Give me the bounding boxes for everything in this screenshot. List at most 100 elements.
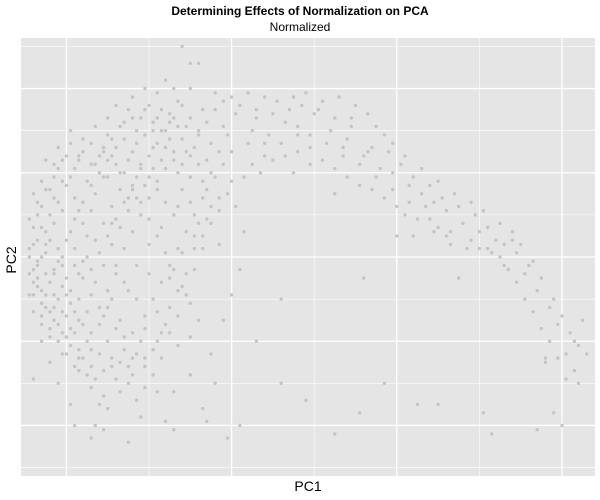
scatter-point: [31, 293, 36, 297]
scatter-point: [147, 196, 151, 200]
scatter-point: [97, 402, 102, 407]
scatter-point: [101, 263, 106, 268]
scatter-point: [168, 305, 172, 310]
scatter-point: [151, 120, 155, 124]
scatter-point: [52, 196, 56, 200]
scatter-point: [64, 183, 69, 188]
scatter-point: [205, 158, 209, 162]
scatter-point: [362, 154, 366, 158]
scatter-point: [180, 284, 184, 289]
scatter-point: [172, 390, 176, 394]
scatter-point: [110, 154, 114, 158]
scatter-point: [130, 187, 135, 192]
scatter-point: [31, 267, 36, 272]
scatter-point: [147, 217, 151, 221]
scatter-point: [250, 129, 254, 133]
scatter-point: [106, 158, 110, 162]
scatter-point: [27, 293, 31, 297]
scatter-point: [48, 335, 52, 339]
scatter-point: [48, 360, 52, 364]
scatter-point: [155, 91, 159, 95]
scatter-point: [134, 297, 139, 301]
scatter-point: [510, 230, 515, 234]
scatter-point: [205, 120, 209, 124]
scatter-point: [118, 390, 122, 394]
scatter-point: [176, 289, 180, 293]
scatter-point: [296, 124, 300, 129]
scatter-point: [106, 116, 110, 120]
scatter-point: [93, 124, 98, 129]
scatter-point: [60, 255, 64, 259]
scatter-point: [73, 364, 77, 369]
scatter-point: [118, 124, 122, 129]
scatter-point: [184, 150, 188, 154]
scatter-point: [163, 145, 168, 150]
scatter-point: [370, 145, 374, 150]
scatter-point: [122, 246, 126, 251]
scatter-point: [192, 145, 197, 150]
scatter-point: [97, 171, 102, 175]
scatter-point: [93, 377, 98, 381]
scatter-point: [39, 204, 44, 209]
scatter-point: [184, 272, 188, 276]
scatter-point: [176, 99, 180, 103]
chart-subtitle: Normalized: [269, 20, 331, 34]
scatter-point: [130, 356, 135, 360]
scatter-point: [201, 179, 205, 183]
scatter-point: [547, 339, 552, 343]
scatter-point: [89, 183, 93, 188]
scatter-point: [118, 360, 122, 364]
scatter-point: [48, 238, 52, 242]
scatter-point: [448, 242, 453, 247]
scatter-point: [184, 230, 188, 234]
scatter-point: [531, 310, 535, 314]
scatter-point: [382, 381, 387, 385]
scatter-point: [110, 364, 114, 369]
scatter-point: [85, 373, 89, 377]
scatter-point: [163, 419, 168, 423]
scatter-point: [407, 183, 411, 188]
scatter-point: [258, 171, 263, 175]
scatter-point: [176, 246, 180, 251]
scatter-point: [172, 428, 176, 432]
scatter-point: [60, 331, 64, 335]
scatter-point: [444, 234, 448, 238]
scatter-point: [73, 331, 77, 335]
scatter-point: [498, 255, 502, 259]
scatter-point: [457, 204, 461, 209]
scatter-point: [229, 179, 234, 183]
scatter-point: [333, 116, 337, 120]
scatter-point: [126, 209, 131, 213]
scatter-point: [213, 175, 217, 179]
scatter-point: [254, 107, 259, 112]
scatter-point: [349, 124, 354, 129]
scatter-point: [221, 124, 225, 129]
scatter-point: [52, 267, 56, 272]
scatter-point: [89, 348, 93, 352]
scatter-point: [209, 204, 213, 209]
scatter-point: [89, 267, 93, 272]
scatter-point: [118, 171, 122, 175]
scatter-point: [543, 356, 548, 360]
scatter-point: [267, 133, 271, 137]
scatter-point: [246, 91, 250, 95]
scatter-point: [73, 310, 77, 314]
scatter-point: [490, 251, 494, 255]
scatter-point: [134, 352, 139, 356]
scatter-point: [163, 322, 168, 327]
scatter-point: [64, 314, 69, 318]
scatter-point: [89, 436, 93, 440]
scatter-point: [296, 133, 300, 137]
scatter-point: [180, 251, 184, 255]
scatter-point: [151, 145, 155, 150]
scatter-point: [143, 364, 147, 369]
scatter-point: [73, 423, 77, 428]
scatter-point: [391, 187, 395, 192]
scatter-point: [93, 423, 98, 428]
scatter-point: [209, 352, 213, 356]
scatter-point: [81, 221, 85, 225]
scatter-point: [163, 251, 168, 255]
scatter-point: [205, 217, 209, 221]
scatter-point: [217, 242, 221, 247]
scatter-point: [262, 95, 267, 99]
